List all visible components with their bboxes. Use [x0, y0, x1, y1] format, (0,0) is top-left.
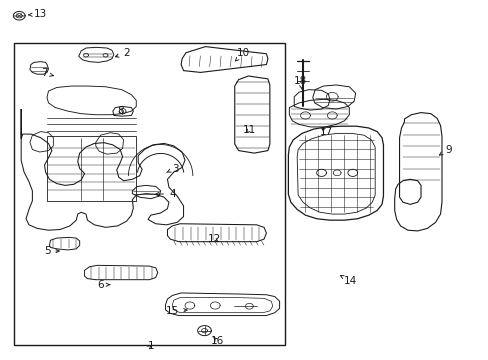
- Text: 1: 1: [147, 341, 154, 351]
- Text: 5: 5: [43, 246, 59, 256]
- Text: 3: 3: [166, 163, 178, 174]
- Text: 10: 10: [235, 48, 249, 61]
- Text: 16: 16: [211, 336, 224, 346]
- Text: 11: 11: [242, 125, 256, 135]
- Text: 17: 17: [319, 127, 332, 136]
- Text: 8: 8: [117, 106, 123, 116]
- Text: 9: 9: [439, 144, 451, 155]
- Text: 2: 2: [115, 48, 129, 58]
- Text: 14: 14: [340, 275, 357, 286]
- Text: 12: 12: [207, 234, 221, 244]
- Text: 7: 7: [41, 68, 53, 78]
- Text: 6: 6: [97, 280, 109, 290]
- Text: 13: 13: [28, 9, 47, 19]
- Text: 18: 18: [293, 76, 306, 89]
- Text: 15: 15: [165, 306, 187, 316]
- Text: 4: 4: [155, 189, 175, 199]
